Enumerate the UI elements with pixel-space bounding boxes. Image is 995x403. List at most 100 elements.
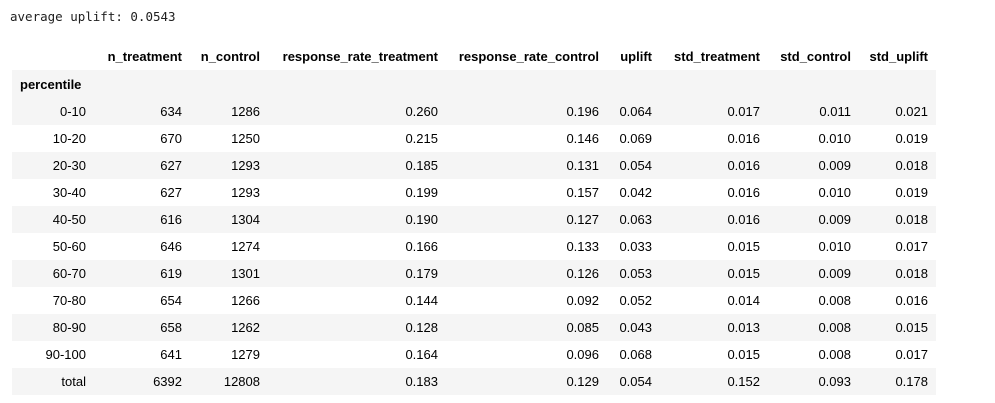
table-cell: 0.016 bbox=[727, 185, 760, 200]
table-cell: 0.015 bbox=[727, 347, 760, 362]
table-header: n_treatment n_control response_rate_trea… bbox=[12, 43, 936, 98]
row-index-label: total bbox=[61, 374, 86, 389]
table-cell: 1304 bbox=[231, 212, 260, 227]
table-cell: 0.183 bbox=[405, 374, 438, 389]
table-cell: 0.127 bbox=[566, 212, 599, 227]
table-cell: 0.179 bbox=[405, 266, 438, 281]
table-cell: 0.014 bbox=[727, 293, 760, 308]
table-cell: 0.131 bbox=[566, 158, 599, 173]
table-cell: 0.166 bbox=[405, 239, 438, 254]
table-cell: 627 bbox=[160, 158, 182, 173]
table-cell: 0.185 bbox=[405, 158, 438, 173]
table-cell: 0.093 bbox=[818, 374, 851, 389]
table-row: 30-40 627 1293 0.199 0.157 0.042 0.016 0.010 0.0… bbox=[12, 179, 936, 206]
table-cell: 0.126 bbox=[566, 266, 599, 281]
table-cell: 0.052 bbox=[619, 293, 652, 308]
table-cell: 0.190 bbox=[405, 212, 438, 227]
table-cell: 1293 bbox=[231, 158, 260, 173]
table-cell: 670 bbox=[160, 131, 182, 146]
table-cell: 0.009 bbox=[818, 158, 851, 173]
table-cell: 0.054 bbox=[619, 374, 652, 389]
table-cell: 0.096 bbox=[566, 347, 599, 362]
table-cell: 0.009 bbox=[818, 266, 851, 281]
table-cell: 616 bbox=[160, 212, 182, 227]
row-index-label: 80-90 bbox=[52, 320, 86, 335]
table-cell: 0.011 bbox=[819, 104, 851, 119]
table-cell: 0.017 bbox=[895, 239, 928, 254]
table-cell: 1250 bbox=[231, 131, 260, 146]
output-text: average uplift: 0.0543 bbox=[10, 9, 176, 24]
table-row: 50-60 646 1274 0.166 0.133 0.033 0.015 0.010 0.0… bbox=[12, 233, 936, 260]
table-row: 0-10 634 1286 0.260 0.196 0.064 0.017 0.011 0.02… bbox=[12, 98, 936, 125]
table-cell: 0.144 bbox=[405, 293, 438, 308]
table-cell: 0.013 bbox=[727, 320, 760, 335]
table-cell: 0.042 bbox=[619, 185, 652, 200]
table-cell: 0.053 bbox=[619, 266, 652, 281]
table-cell: 0.017 bbox=[727, 104, 760, 119]
table-cell: 0.260 bbox=[405, 104, 438, 119]
table-cell: 0.016 bbox=[727, 131, 760, 146]
index-name-header: percentile bbox=[20, 76, 82, 92]
column-header: n_treatment bbox=[107, 49, 182, 64]
table-cell: 0.054 bbox=[619, 158, 652, 173]
table-cell: 646 bbox=[160, 239, 182, 254]
table-cell: 0.199 bbox=[405, 185, 438, 200]
table-cell: 1266 bbox=[231, 293, 260, 308]
table-row: 20-30 627 1293 0.185 0.131 0.054 0.016 0.009 0.0… bbox=[12, 152, 936, 179]
table-cell: 0.133 bbox=[566, 239, 599, 254]
column-header: std_treatment bbox=[674, 49, 760, 64]
row-index-label: 20-30 bbox=[52, 158, 86, 173]
table-cell: 0.021 bbox=[895, 104, 928, 119]
table-row: 60-70 619 1301 0.179 0.126 0.053 0.015 0.009 0.0… bbox=[12, 260, 936, 287]
table-row: total 6392 12808 0.183 0.129 0.054 0.152 0.093 0… bbox=[12, 368, 936, 395]
table-cell: 634 bbox=[160, 104, 182, 119]
index-name-row: percentile bbox=[12, 70, 936, 98]
row-index-label: 70-80 bbox=[52, 293, 86, 308]
table-row: 10-20 670 1250 0.215 0.146 0.069 0.016 0.010 0.0… bbox=[12, 125, 936, 152]
table-cell: 1301 bbox=[231, 266, 260, 281]
table-cell: 619 bbox=[160, 266, 182, 281]
table-cell: 1262 bbox=[231, 320, 260, 335]
row-index-label: 90-100 bbox=[45, 347, 86, 362]
table-cell: 0.015 bbox=[727, 239, 760, 254]
column-header: n_control bbox=[200, 49, 260, 64]
table-cell: 0.157 bbox=[566, 185, 599, 200]
table-cell: 0.178 bbox=[895, 374, 928, 389]
row-index-label: 0-10 bbox=[59, 104, 86, 119]
row-index-label: 50-60 bbox=[52, 239, 86, 254]
row-index-label: 30-40 bbox=[52, 185, 86, 200]
column-header: response_rate_treatment bbox=[282, 49, 438, 64]
table-cell: 0.018 bbox=[895, 266, 928, 281]
row-index-label: 60-70 bbox=[52, 266, 86, 281]
column-header: std_uplift bbox=[869, 49, 929, 64]
table-cell: 0.043 bbox=[619, 320, 652, 335]
column-header: response_rate_control bbox=[458, 49, 599, 64]
table-cell: 0.008 bbox=[818, 347, 851, 362]
table-row: 40-50 616 1304 0.190 0.127 0.063 0.016 0.009 0.0… bbox=[12, 206, 936, 233]
table-cell: 0.016 bbox=[727, 158, 760, 173]
table-cell: 6392 bbox=[153, 374, 182, 389]
column-header: std_control bbox=[780, 49, 851, 64]
table-cell: 0.016 bbox=[727, 212, 760, 227]
table-cell: 0.215 bbox=[405, 131, 438, 146]
table-cell: 0.008 bbox=[818, 293, 851, 308]
row-index-label: 10-20 bbox=[52, 131, 86, 146]
table-cell: 0.069 bbox=[619, 131, 652, 146]
table-cell: 0.010 bbox=[818, 185, 851, 200]
dataframe-table: n_treatment n_control response_rate_trea… bbox=[12, 43, 936, 395]
table-cell: 0.146 bbox=[566, 131, 599, 146]
row-index-label: 40-50 bbox=[52, 212, 86, 227]
table-cell: 0.196 bbox=[566, 104, 599, 119]
table-cell: 0.018 bbox=[895, 212, 928, 227]
table-cell: 0.092 bbox=[566, 293, 599, 308]
table-cell: 0.064 bbox=[619, 104, 652, 119]
table-cell: 0.033 bbox=[619, 239, 652, 254]
column-header-row: n_treatment n_control response_rate_trea… bbox=[12, 43, 936, 70]
table-cell: 0.164 bbox=[405, 347, 438, 362]
table-cell: 0.010 bbox=[818, 131, 851, 146]
table-cell: 0.015 bbox=[895, 320, 928, 335]
table-cell: 1286 bbox=[231, 104, 260, 119]
table-cell: 0.015 bbox=[727, 266, 760, 281]
table-cell: 0.019 bbox=[895, 185, 928, 200]
table-cell: 0.009 bbox=[818, 212, 851, 227]
